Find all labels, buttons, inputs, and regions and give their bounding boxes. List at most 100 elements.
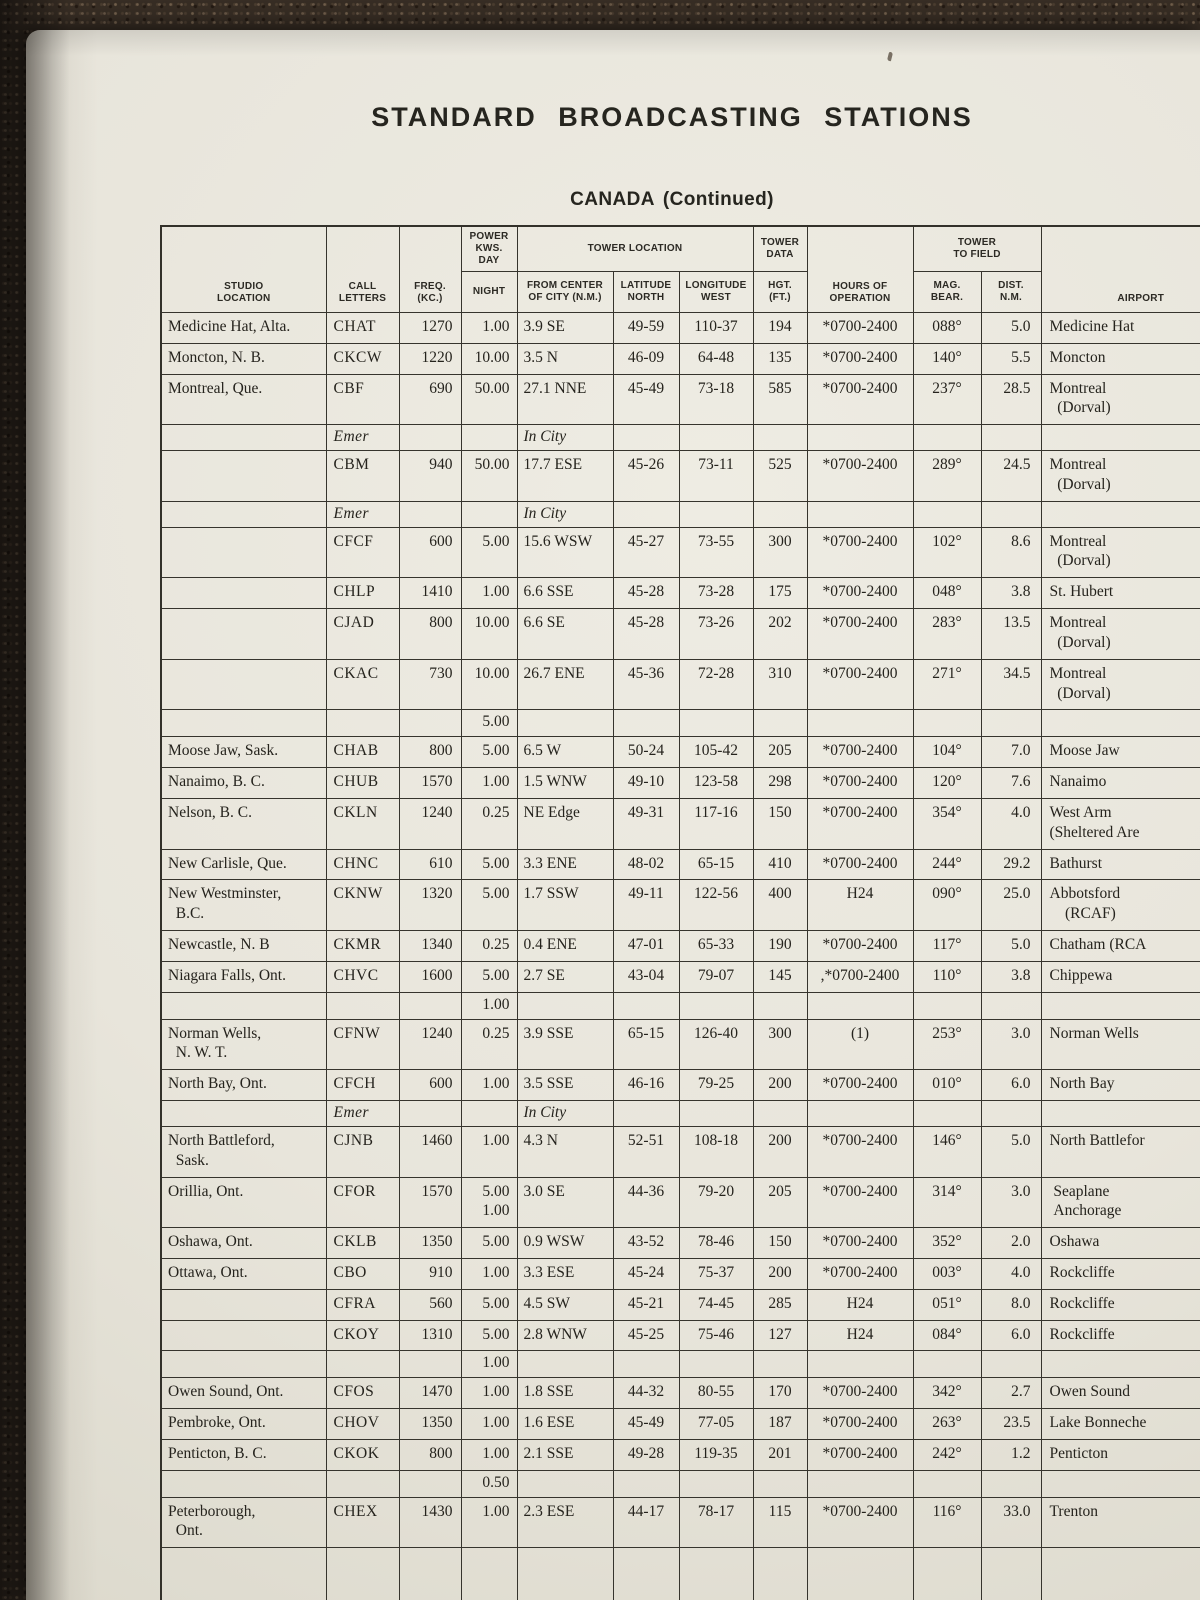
cell-power-kws: 0.50 bbox=[460, 1469, 518, 1498]
cell-mag-bearing: 140° bbox=[912, 342, 982, 375]
cell-latitude-north: 43-52 bbox=[612, 1227, 680, 1259]
cell-mag-bearing: 120° bbox=[912, 767, 982, 799]
cell-latitude-north: 45-26 bbox=[612, 450, 680, 502]
cell-from-center-of-city: In City bbox=[516, 500, 614, 528]
cell-mag-bearing: 237° bbox=[912, 373, 982, 426]
cell-hours-of-operation: *0700-2400 bbox=[806, 797, 914, 850]
cell-latitude-north: 45-28 bbox=[612, 577, 680, 610]
cell-from-center-of-city: 0.9 WSW bbox=[516, 1227, 614, 1259]
cell-distance-nm: 7.0 bbox=[980, 736, 1042, 769]
cell-frequency-kc bbox=[398, 991, 462, 1020]
cell-call-letters: CKLN bbox=[325, 797, 400, 850]
cell-mag-bearing: 244° bbox=[912, 848, 982, 881]
cell-mag-bearing: 342° bbox=[912, 1377, 982, 1410]
cell-distance-nm: 5.0 bbox=[980, 1125, 1042, 1178]
cell-longitude-west: 72-28 bbox=[678, 658, 754, 711]
cell-power-kws: 0.25 bbox=[460, 797, 518, 850]
cell-longitude-west: 122-56 bbox=[678, 879, 754, 932]
cell-distance-nm: 1.2 bbox=[980, 1438, 1042, 1471]
cell-airport: Moncton bbox=[1040, 342, 1200, 375]
cell-call-letters: CKOY bbox=[325, 1319, 400, 1352]
cell-call-letters: CFOR bbox=[325, 1176, 400, 1229]
cell-mag-bearing: 051° bbox=[912, 1288, 982, 1321]
station-row: CFRA 560 5.00 4.5 SW 45-21 74-45 285 H24 051° 8.0… bbox=[160, 1288, 1200, 1321]
station-row: Nanaimo, B. C. CHUB 1570 1.00 1.5 WNW 49-10 12… bbox=[160, 767, 1200, 799]
cell-latitude-north: 65-15 bbox=[612, 1018, 680, 1071]
cell-frequency-kc: 1270 bbox=[398, 312, 462, 344]
cell-distance-nm: 3.0 bbox=[980, 1176, 1042, 1229]
header-tower-to-field: TOWER TO FIELD bbox=[912, 225, 1042, 272]
cell-mag-bearing: 104° bbox=[912, 736, 982, 769]
cell-frequency-kc: 1460 bbox=[398, 1125, 462, 1178]
cell-latitude-north: 44-17 bbox=[612, 1496, 680, 1549]
cell-airport: Montreal (Dorval) bbox=[1040, 450, 1200, 502]
cell-hours-of-operation: *0700-2400 bbox=[806, 1496, 914, 1549]
cell-studio-location: North Bay, Ont. bbox=[160, 1069, 327, 1102]
cell-power-kws: 5.00 bbox=[460, 848, 518, 881]
cell-from-center-of-city: 1.6 ESE bbox=[516, 1408, 614, 1440]
cell-longitude-west bbox=[678, 424, 754, 452]
cell-call-letters: CBM bbox=[325, 450, 400, 502]
cell-studio-location: Moose Jaw, Sask. bbox=[160, 736, 327, 769]
cell-hours-of-operation: *0700-2400 bbox=[806, 342, 914, 375]
cell-frequency-kc: 1350 bbox=[398, 1408, 462, 1440]
cell-from-center-of-city: In City bbox=[516, 424, 614, 452]
cell-distance-nm: 5.5 bbox=[980, 342, 1042, 375]
cell-from-center-of-city bbox=[516, 1350, 614, 1379]
station-row: CKAC 730 10.00 26.7 ENE 45-36 72-28 310 *0700-2… bbox=[160, 658, 1200, 711]
station-row: Newcastle, N. B CKMR 1340 0.25 0.4 ENE 47-01 6… bbox=[160, 930, 1200, 962]
station-row: Moncton, N. B. CKCW 1220 10.00 3.5 N 46-09 64-… bbox=[160, 342, 1200, 375]
cell-longitude-west bbox=[678, 709, 754, 738]
cell-studio-location: North Battleford, Sask. bbox=[160, 1125, 327, 1178]
cell-longitude-west: 110-37 bbox=[678, 312, 754, 344]
cell-studio-location: Pembroke, Ont. bbox=[160, 1408, 327, 1440]
cell-hours-of-operation: *0700-2400 bbox=[806, 767, 914, 799]
cell-studio-location: Owen Sound, Ont. bbox=[160, 1377, 327, 1410]
cell-from-center-of-city: 0.4 ENE bbox=[516, 930, 614, 962]
cell-tower-height-ft: 200 bbox=[752, 1257, 808, 1290]
cell-frequency-kc: 1570 bbox=[398, 767, 462, 799]
cell-studio-location bbox=[160, 577, 327, 610]
cell-longitude-west: 119-35 bbox=[678, 1438, 754, 1471]
cell-call-letters: CKCW bbox=[325, 342, 400, 375]
station-row: Nelson, B. C. CKLN 1240 0.25 NE Edge 49-31 117… bbox=[160, 797, 1200, 850]
cell-power-kws: 1.00 bbox=[460, 1257, 518, 1290]
cell-distance-nm bbox=[980, 1469, 1042, 1498]
cell-latitude-north: 49-11 bbox=[612, 879, 680, 932]
cell-from-center-of-city: 1.7 SSW bbox=[516, 879, 614, 932]
cell-tower-height-ft: 127 bbox=[752, 1319, 808, 1352]
cell-longitude-west: 79-07 bbox=[678, 960, 754, 993]
cell-power-kws: 1.00 bbox=[460, 1408, 518, 1440]
cell-hours-of-operation: *0700-2400 bbox=[806, 736, 914, 769]
header-hours-of-operation: HOURS OF OPERATION bbox=[806, 225, 914, 313]
cell-studio-location: Ottawa, Ont. bbox=[160, 1257, 327, 1290]
cell-longitude-west: 78-17 bbox=[678, 1496, 754, 1549]
station-row: North Bay, Ont. CFCH 600 1.00 3.5 SSE 46-16 79… bbox=[160, 1069, 1200, 1102]
cell-airport: Trenton bbox=[1040, 1496, 1200, 1549]
cell-tower-height-ft: 525 bbox=[752, 450, 808, 502]
cell-tower-height-ft: 310 bbox=[752, 658, 808, 711]
cell-power-kws: 10.00 bbox=[460, 658, 518, 711]
cell-frequency-kc: 610 bbox=[398, 848, 462, 881]
cell-studio-location: Oshawa, Ont. bbox=[160, 1227, 327, 1259]
cell-airport: Bathurst bbox=[1040, 848, 1200, 881]
cell-power-kws: 5.00 bbox=[460, 879, 518, 932]
cell-frequency-kc: 1600 bbox=[398, 960, 462, 993]
cell-latitude-north: 49-10 bbox=[612, 767, 680, 799]
cell-distance-nm: 6.0 bbox=[980, 1069, 1042, 1102]
cell-distance-nm bbox=[980, 991, 1042, 1020]
cell-mag-bearing: 354° bbox=[912, 797, 982, 850]
cell-mag-bearing: 352° bbox=[912, 1227, 982, 1259]
cell-longitude-west: 65-33 bbox=[678, 930, 754, 962]
cell-distance-nm: 34.5 bbox=[980, 658, 1042, 711]
cell-latitude-north bbox=[612, 500, 680, 528]
cell-hours-of-operation: *0700-2400 bbox=[806, 373, 914, 426]
cell-call-letters: CFCH bbox=[325, 1069, 400, 1102]
cell-longitude-west: 123-58 bbox=[678, 767, 754, 799]
cell-longitude-west bbox=[678, 991, 754, 1020]
cell-frequency-kc: 600 bbox=[398, 1069, 462, 1102]
cell-studio-location: Orillia, Ont. bbox=[160, 1176, 327, 1229]
cell-tower-height-ft bbox=[752, 500, 808, 528]
station-row: Pembroke, Ont. CHOV 1350 1.00 1.6 ESE 45-49 77… bbox=[160, 1408, 1200, 1440]
cell-airport: Lake Bonneche bbox=[1040, 1408, 1200, 1440]
